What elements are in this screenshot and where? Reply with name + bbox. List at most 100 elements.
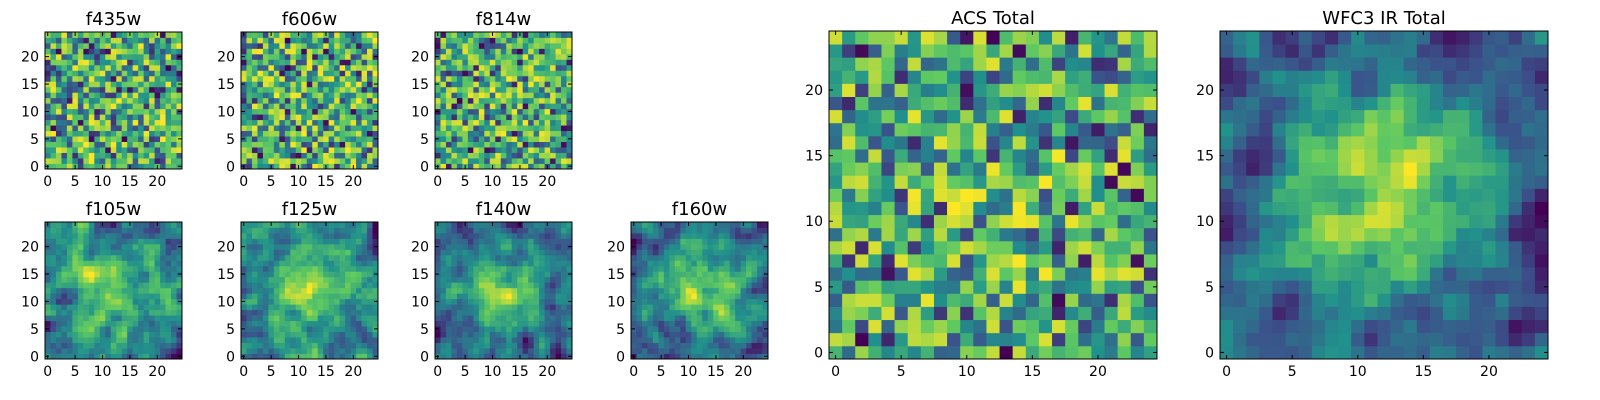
heatmap-cell	[489, 260, 496, 267]
heatmap-cell	[105, 337, 112, 343]
heatmap-cell	[511, 125, 518, 132]
heatmap-cell	[160, 348, 166, 354]
heatmap-cell	[88, 222, 95, 228]
heatmap-cell	[663, 287, 670, 294]
heatmap-cell	[132, 42, 139, 49]
heatmap-cell	[506, 309, 513, 316]
heatmap-cell	[171, 125, 177, 132]
heatmap-cell	[746, 227, 752, 234]
heatmap-cell	[467, 298, 474, 305]
heatmap-cell	[685, 304, 692, 311]
heatmap-cell	[279, 136, 286, 142]
heatmap-cell	[539, 342, 545, 349]
heatmap-cell	[257, 114, 264, 121]
heatmap-cell	[176, 232, 183, 239]
heatmap-cell	[345, 271, 351, 278]
heatmap-cell	[713, 227, 720, 234]
heatmap-cell	[1025, 214, 1040, 229]
heatmap-cell	[154, 158, 161, 164]
heatmap-cell	[1091, 240, 1105, 255]
heatmap-cell	[306, 37, 313, 44]
heatmap-cell	[528, 32, 535, 38]
heatmap-cell	[713, 298, 720, 305]
heatmap-cell	[262, 75, 269, 82]
heatmap-cell	[456, 103, 463, 110]
heatmap-cell	[1091, 319, 1105, 334]
y-tick-label: 0	[30, 159, 39, 175]
heatmap-cell	[334, 37, 341, 44]
heatmap-cell	[533, 108, 540, 115]
heatmap-cell	[295, 287, 302, 294]
heatmap-cell	[295, 86, 302, 93]
heatmap-cell	[372, 232, 379, 239]
heatmap-cell	[149, 282, 155, 289]
heatmap-cell	[66, 304, 73, 311]
heatmap-cell	[631, 249, 637, 256]
heatmap-cell	[334, 265, 341, 272]
heatmap-cell	[566, 42, 573, 49]
heatmap-cell	[829, 293, 843, 307]
x-tick-label: 20	[148, 364, 166, 380]
heatmap-cell	[729, 304, 736, 311]
heatmap-cell	[77, 276, 84, 283]
heatmap-cell	[652, 260, 659, 267]
heatmap-cell	[121, 287, 128, 294]
heatmap-cell	[246, 152, 253, 159]
heatmap-cell	[729, 282, 736, 289]
heatmap-cell	[484, 114, 491, 121]
heatmap-cell	[724, 331, 731, 338]
heatmap-cell	[284, 59, 291, 66]
heatmap-cell	[707, 315, 714, 322]
heatmap-cell	[334, 97, 341, 104]
heatmap-cell	[663, 260, 670, 267]
heatmap-cell	[50, 260, 57, 267]
heatmap-cell	[61, 147, 68, 153]
heatmap-cell	[881, 267, 895, 281]
heatmap-cell	[933, 227, 948, 242]
heatmap-cell	[367, 320, 373, 327]
heatmap-cell	[636, 315, 643, 322]
heatmap-cell	[356, 243, 362, 250]
heatmap-cell	[83, 260, 90, 267]
heatmap-cell	[317, 331, 324, 338]
heatmap-cell	[894, 162, 909, 176]
heatmap-cell	[566, 86, 573, 93]
heatmap-cell	[268, 331, 275, 338]
heatmap-cell	[55, 86, 62, 93]
heatmap-cell	[160, 238, 166, 245]
heatmap-cell	[273, 309, 280, 316]
heatmap-cell	[66, 326, 73, 332]
heatmap-cell	[317, 53, 324, 60]
heatmap-cell	[372, 249, 379, 256]
heatmap-cell	[669, 238, 676, 245]
heatmap-cell	[50, 59, 57, 66]
heatmap-cell	[61, 152, 68, 159]
heatmap-cell	[301, 136, 308, 142]
heatmap-cell	[528, 304, 535, 311]
heatmap-cell	[246, 108, 253, 115]
heatmap-cell	[696, 282, 703, 289]
heatmap-cell	[295, 147, 302, 153]
heatmap-cell	[165, 331, 172, 338]
heatmap-cell	[544, 227, 551, 234]
heatmap-cell	[735, 326, 741, 332]
heatmap-cell	[561, 232, 567, 239]
heatmap-cell	[973, 254, 987, 268]
heatmap-cell	[478, 152, 485, 159]
heatmap-cell	[484, 152, 491, 159]
heatmap-cell	[361, 342, 368, 349]
heatmap-cell	[669, 320, 676, 327]
heatmap-cell	[290, 92, 297, 99]
heatmap-cell	[528, 136, 535, 142]
heatmap-cell	[517, 282, 524, 289]
heatmap-cell	[171, 59, 177, 66]
heatmap-cell	[735, 298, 741, 305]
heatmap-cell	[105, 243, 112, 250]
heatmap-cell	[658, 271, 665, 278]
heatmap-cell	[55, 342, 62, 349]
heatmap-cell	[440, 309, 447, 316]
heatmap-cell	[484, 326, 491, 332]
heatmap-cell	[907, 293, 922, 307]
heatmap-cell	[268, 97, 275, 104]
heatmap-cell	[77, 119, 84, 126]
